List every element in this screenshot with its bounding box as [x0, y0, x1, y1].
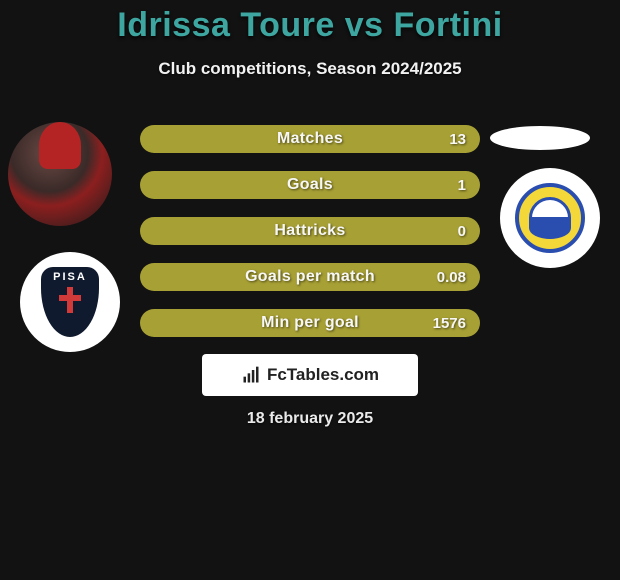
stat-label: Goals per match	[140, 268, 480, 286]
subtitle: Club competitions, Season 2024/2025	[0, 59, 620, 79]
right-club-badge	[500, 168, 600, 268]
stat-pill-min-per-goal: Min per goal 1576	[140, 309, 480, 337]
brand-watermark: FcTables.com	[202, 354, 418, 396]
stat-label: Goals	[140, 176, 480, 194]
pisa-cross-icon	[59, 287, 81, 313]
stat-label: Hattricks	[140, 222, 480, 240]
left-player-avatar	[8, 122, 112, 226]
stat-value: 13	[449, 131, 466, 148]
stat-value: 1	[458, 177, 466, 194]
stat-label: Min per goal	[140, 314, 480, 332]
stat-pill-goals: Goals 1	[140, 171, 480, 199]
stat-pill-goals-per-match: Goals per match 0.08	[140, 263, 480, 291]
stat-pill-hattricks: Hattricks 0	[140, 217, 480, 245]
pisa-badge-text: PISA	[53, 271, 87, 283]
stats-column: Matches 13 Goals 1 Hattricks 0 Goals per…	[140, 125, 480, 355]
stat-value: 1576	[433, 315, 466, 332]
stat-pill-matches: Matches 13	[140, 125, 480, 153]
footer-date: 18 february 2025	[0, 410, 620, 428]
stat-label: Matches	[140, 130, 480, 148]
left-club-badge: PISA	[20, 252, 120, 352]
right-player-avatar	[490, 126, 590, 150]
pisa-shield-icon: PISA	[41, 267, 99, 337]
juve-stabia-shield-icon	[515, 183, 585, 253]
stat-value: 0.08	[437, 269, 466, 286]
brand-text: FcTables.com	[267, 365, 379, 385]
page-title: Idrissa Toure vs Fortini	[0, 0, 620, 45]
stat-value: 0	[458, 223, 466, 240]
bar-chart-icon	[241, 365, 261, 385]
